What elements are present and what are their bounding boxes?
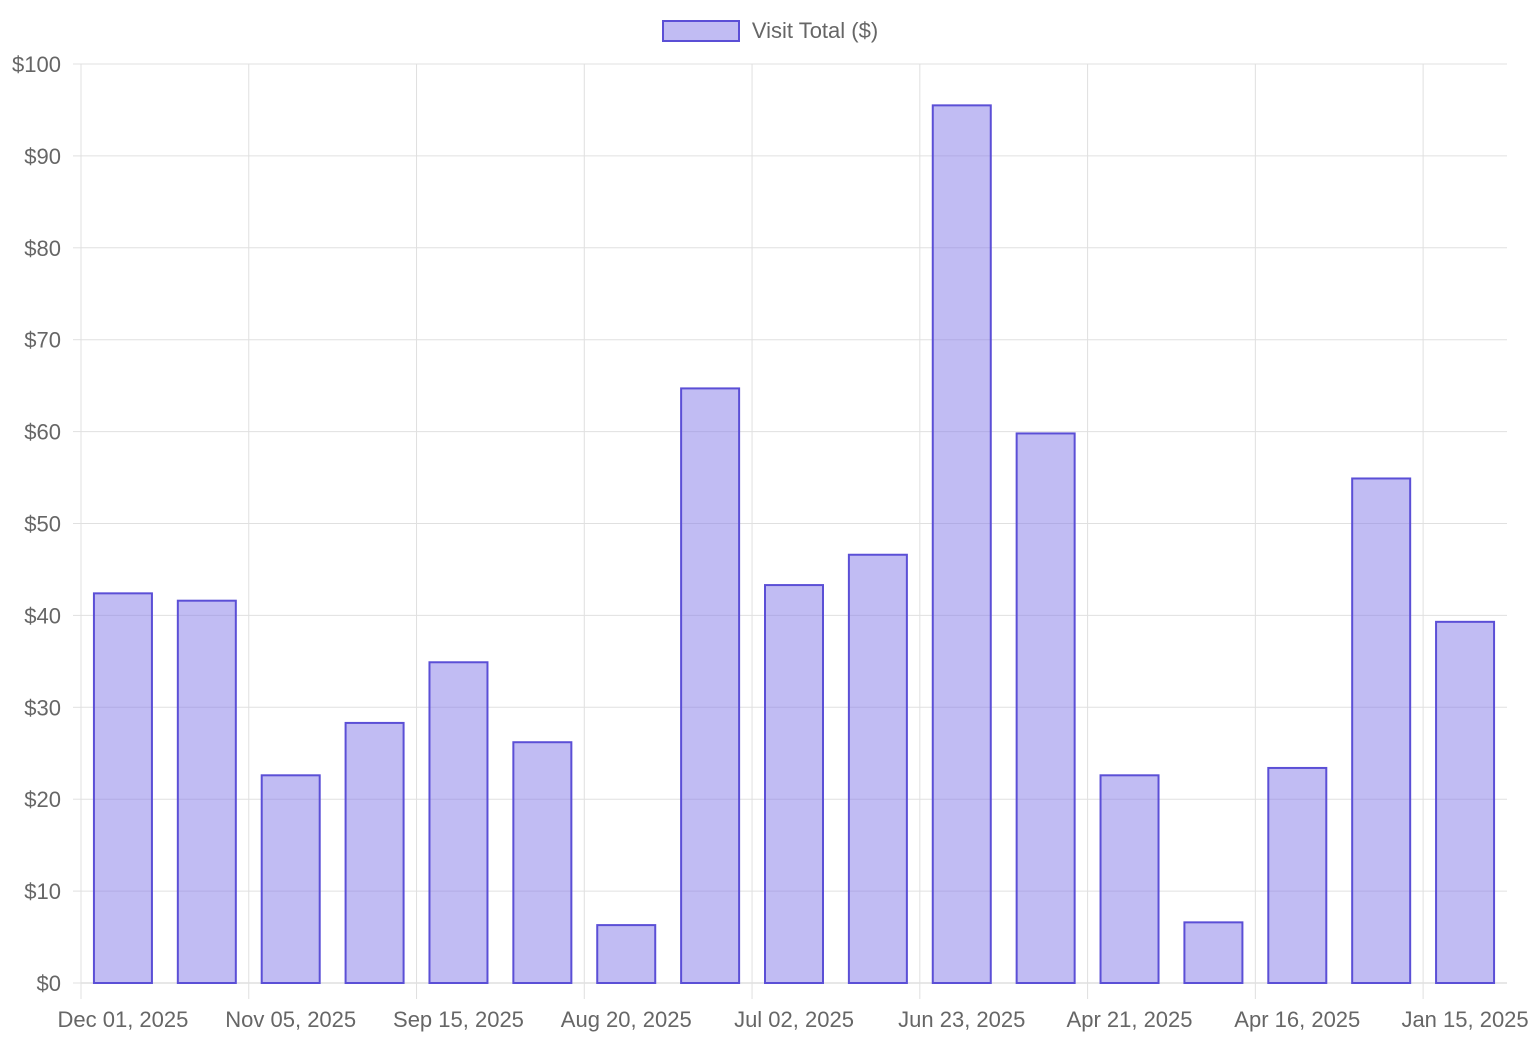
bars <box>92 104 1496 985</box>
y-tick-label: $90 <box>24 144 61 169</box>
y-tick-label: $70 <box>24 328 61 353</box>
x-tick-label: Apr 16, 2025 <box>1234 1007 1360 1032</box>
x-tick-label: Dec 01, 2025 <box>58 1007 189 1032</box>
y-tick-label: $30 <box>24 695 61 720</box>
y-tick-label: $80 <box>24 236 61 261</box>
bar <box>847 553 908 984</box>
bar <box>680 387 741 985</box>
bar <box>428 661 489 984</box>
y-tick-label: $0 <box>37 971 61 996</box>
bar <box>512 741 573 984</box>
bar <box>176 599 237 984</box>
bar <box>1183 921 1244 985</box>
bar <box>1351 477 1412 984</box>
bar <box>764 584 824 984</box>
bar <box>344 721 405 984</box>
x-tick-label: Jun 23, 2025 <box>898 1007 1025 1032</box>
x-tick-label: Aug 20, 2025 <box>561 1007 692 1032</box>
y-tick-label: $60 <box>24 420 61 445</box>
y-tick-label: $20 <box>24 787 61 812</box>
bar <box>1435 620 1496 984</box>
y-tick-label: $100 <box>12 52 61 77</box>
legend[interactable]: Visit Total ($) <box>0 18 1540 44</box>
y-tick-label: $50 <box>24 512 61 537</box>
bar <box>1099 774 1160 985</box>
x-tick-label: Apr 21, 2025 <box>1067 1007 1193 1032</box>
bar <box>596 924 657 985</box>
bar <box>931 104 992 985</box>
bar <box>1267 766 1328 984</box>
legend-label: Visit Total ($) <box>751 18 879 43</box>
x-tick-label: Nov 05, 2025 <box>225 1007 356 1032</box>
legend-swatch <box>661 20 740 42</box>
x-tick-label: Jan 15, 2025 <box>1401 1007 1528 1032</box>
x-tick-label: Sep 15, 2025 <box>393 1007 524 1032</box>
bar <box>92 592 153 984</box>
y-tick-label: $10 <box>24 879 61 904</box>
y-tick-label: $40 <box>24 603 61 628</box>
bar <box>1015 432 1076 984</box>
bar <box>260 774 321 985</box>
x-tick-label: Jul 02, 2025 <box>734 1007 854 1032</box>
